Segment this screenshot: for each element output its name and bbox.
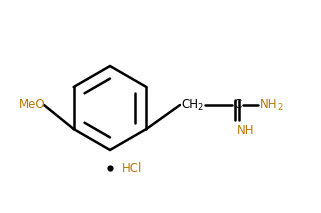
Text: NH: NH — [260, 98, 278, 111]
Text: 2: 2 — [197, 102, 203, 111]
Text: NH: NH — [237, 124, 255, 137]
Text: MeO: MeO — [19, 98, 45, 111]
Text: CH: CH — [181, 98, 198, 111]
Text: 2: 2 — [277, 102, 282, 111]
Text: C: C — [234, 98, 242, 111]
Text: HCl: HCl — [122, 161, 142, 174]
